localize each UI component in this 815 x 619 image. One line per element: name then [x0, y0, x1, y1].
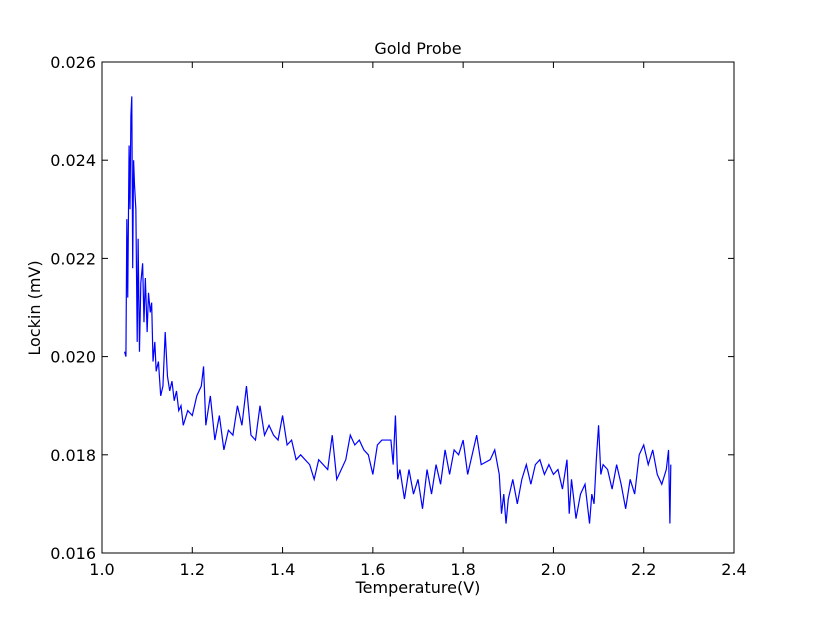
y-tick-label: 0.016 [50, 544, 96, 563]
x-tick-label: 1.0 [89, 560, 114, 579]
y-tick-label: 0.018 [50, 446, 96, 465]
x-tick-label: 1.4 [270, 560, 295, 579]
chart-title: Gold Probe [374, 39, 461, 58]
x-tick-label: 2.0 [541, 560, 566, 579]
x-tick-label: 1.8 [450, 560, 475, 579]
x-axis-label: Temperature(V) [355, 578, 481, 597]
x-tick-label: 2.2 [631, 560, 656, 579]
x-tick-label: 2.4 [721, 560, 746, 579]
data-line [123, 96, 672, 524]
plot-frame [101, 61, 735, 554]
x-tick-label: 1.2 [180, 560, 205, 579]
y-tick-label: 0.024 [50, 151, 96, 170]
y-tick-label: 0.026 [50, 53, 96, 72]
y-tick-label: 0.020 [50, 348, 96, 367]
y-tick-label: 0.022 [50, 249, 96, 268]
y-axis-label: Lockin (mV) [25, 260, 44, 355]
x-tick-label: 1.6 [360, 560, 385, 579]
